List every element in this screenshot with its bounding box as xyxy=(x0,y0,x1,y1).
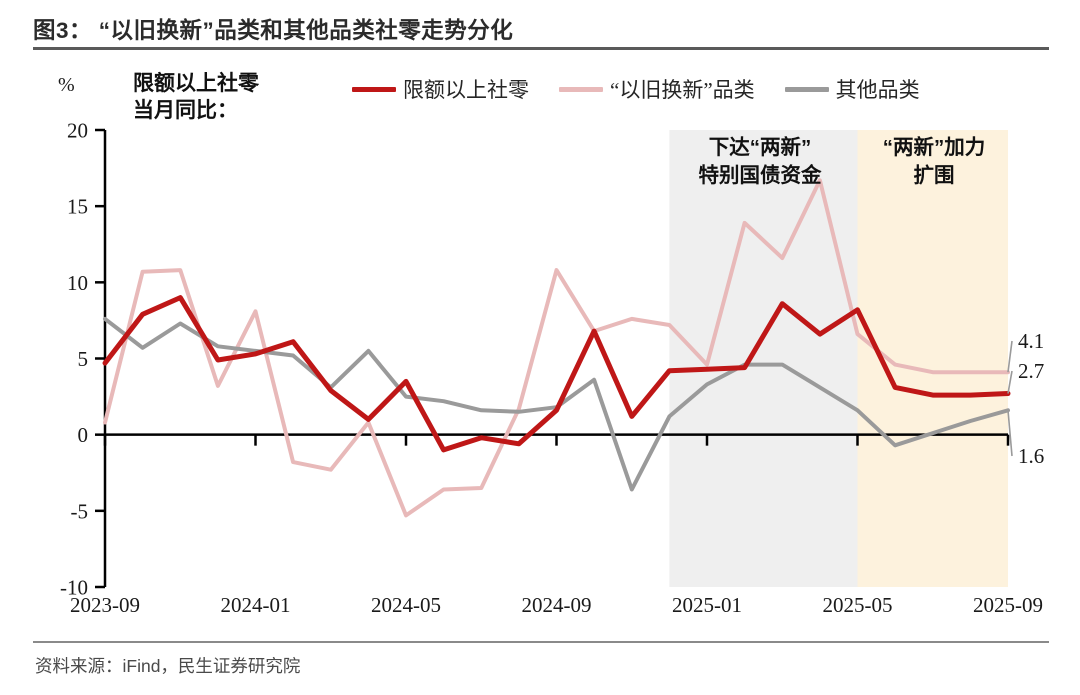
end-label-trade-in: 4.1 xyxy=(1018,329,1044,353)
leader-line xyxy=(1007,370,1013,394)
figure-title-row: 图3： “以旧换新”品类和其他品类社零走势分化 xyxy=(33,12,1049,46)
legend-item-limit-above-retail[interactable]: 限额以上社零 xyxy=(352,74,529,104)
legend-swatch-icon xyxy=(352,86,396,92)
legend-label: 限额以上社零 xyxy=(403,78,529,102)
y-tick-label: 10 xyxy=(67,271,88,295)
legend-item-other-categories[interactable]: 其他品类 xyxy=(784,74,920,104)
y-tick-label: -5 xyxy=(71,499,89,523)
series-caption-line1: 限额以上社零 xyxy=(133,72,259,95)
annotation-orange-band: “两新”加力 扩围 xyxy=(858,134,1010,190)
series-caption: 限额以上社零 当月同比： xyxy=(133,70,259,124)
annotation-gray-line2: 特别国债资金 xyxy=(698,164,822,187)
legend-label: “以旧换新”品类 xyxy=(610,78,755,102)
x-tick-label: 2024-01 xyxy=(221,593,291,617)
shaded-band-gray xyxy=(669,130,858,587)
x-tick-label: 2025-01 xyxy=(672,593,742,617)
footer-divider xyxy=(33,641,1049,643)
x-tick-label: 2024-05 xyxy=(371,593,441,617)
series-line-limit-above-retail xyxy=(102,295,1011,453)
y-axis-unit-label: % xyxy=(58,74,75,96)
y-tick-label: 0 xyxy=(78,423,89,447)
title-divider xyxy=(33,47,1049,50)
legend-swatch-icon xyxy=(559,86,603,92)
source-note: 资料来源：iFind，民生证券研究院 xyxy=(35,656,301,676)
chart-legend: 限额以上社零 “以旧换新”品类 其他品类 xyxy=(352,74,950,104)
series-line-trade-in-categories xyxy=(103,178,1010,518)
leader-line xyxy=(1007,340,1013,373)
series-caption-line2: 当月同比： xyxy=(133,99,238,122)
y-tick-label: 15 xyxy=(67,195,88,219)
end-label-limit-above: 2.7 xyxy=(1018,359,1044,383)
y-tick-label: 20 xyxy=(67,119,88,143)
annotation-gray-line1: 下达“两新” xyxy=(708,136,812,159)
y-tick-label: -10 xyxy=(60,576,88,600)
leader-line xyxy=(1007,410,1013,457)
x-tick-label: 2025-09 xyxy=(973,593,1043,617)
y-tick-label: 5 xyxy=(78,347,89,371)
x-tick-label: 2025-05 xyxy=(823,593,893,617)
x-tick-label: 2024-09 xyxy=(522,593,592,617)
annotation-orange-line1: “两新”加力 xyxy=(882,136,986,159)
annotation-gray-band: 下达“两新” 特别国债资金 xyxy=(662,134,858,190)
page-title: 图3： “以旧换新”品类和其他品类社零走势分化 xyxy=(33,18,514,43)
end-label-other: 1.6 xyxy=(1018,444,1044,468)
annotation-orange-line2: 扩围 xyxy=(913,164,955,187)
legend-swatch-icon xyxy=(784,86,829,92)
legend-item-trade-in-categories[interactable]: “以旧换新”品类 xyxy=(559,74,755,104)
legend-label: 其他品类 xyxy=(835,78,920,102)
x-tick-label: 2023-09 xyxy=(70,593,140,617)
